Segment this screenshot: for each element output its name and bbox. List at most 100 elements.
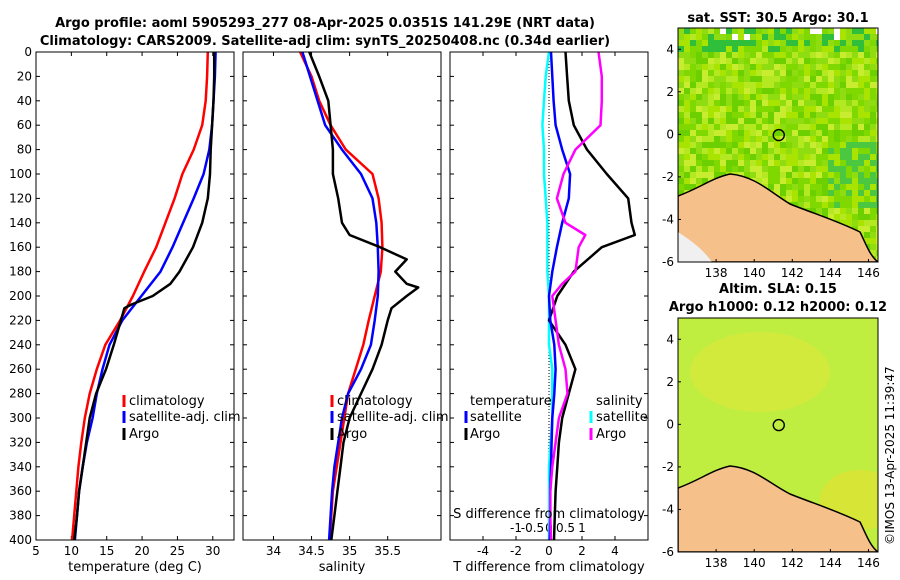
sst-cell <box>804 64 810 70</box>
sst-cell <box>876 112 878 118</box>
sst-cell <box>840 178 846 184</box>
sst-cell <box>774 190 780 196</box>
sst-cell <box>870 28 876 34</box>
sst-cell <box>810 202 816 208</box>
sst-map: sat. SST: 30.5 Argo: 30.1 138 140 142 144 14… <box>662 11 880 280</box>
sst-cell <box>852 82 858 88</box>
sst-cell <box>834 130 840 136</box>
sst-cell <box>798 34 804 40</box>
sst-cell <box>840 220 846 226</box>
sst-cell <box>726 70 732 76</box>
sst-cell <box>690 148 696 154</box>
sst-cell <box>858 202 864 208</box>
sst-cell <box>738 76 744 82</box>
sst-cell <box>810 106 816 112</box>
sst-cell <box>840 58 846 64</box>
sst-cell <box>732 118 738 124</box>
sst-cell <box>792 76 798 82</box>
top-x-tick-label: -1 <box>510 521 522 535</box>
sst-cell <box>846 52 852 58</box>
sst-cell <box>780 124 786 130</box>
sst-cell <box>756 160 762 166</box>
sst-cell <box>852 130 858 136</box>
sst-cell <box>828 130 834 136</box>
sst-cell <box>756 58 762 64</box>
sst-cell <box>804 40 810 46</box>
map-y-tick-label: 0 <box>666 417 674 431</box>
sst-cell <box>858 226 864 232</box>
sst-cell <box>876 52 878 58</box>
sst-cell <box>696 118 702 124</box>
sst-cell <box>816 208 822 214</box>
x-tick-label: 34.5 <box>298 544 325 558</box>
sst-cell <box>798 58 804 64</box>
sst-cell <box>708 100 714 106</box>
sst-cell <box>768 28 774 34</box>
sst-cell <box>678 172 684 178</box>
sst-cell <box>876 166 878 172</box>
sst-cell <box>714 52 720 58</box>
sst-cell <box>834 154 840 160</box>
series-line-salinity-argo <box>549 52 604 540</box>
sst-cell <box>678 82 684 88</box>
sst-cell <box>708 136 714 142</box>
sst-cell <box>834 88 840 94</box>
sst-cell <box>864 118 870 124</box>
sst-cell <box>684 136 690 142</box>
legend-label-argo: Argo <box>337 427 367 442</box>
sst-cell <box>852 58 858 64</box>
sst-cell <box>840 82 846 88</box>
sst-cell <box>708 130 714 136</box>
sst-cell <box>732 70 738 76</box>
top-x-tick-label: 0.5 <box>556 521 575 535</box>
sst-cell <box>762 100 768 106</box>
sst-cell <box>840 94 846 100</box>
sst-cell <box>828 142 834 148</box>
sst-cell <box>792 70 798 76</box>
sst-cell <box>756 28 762 34</box>
sst-cell <box>720 94 726 100</box>
map-y-tick-label: 4 <box>666 42 674 56</box>
sst-cell <box>762 124 768 130</box>
map-x-tick-label: 138 <box>705 556 728 570</box>
sst-cell <box>738 46 744 52</box>
sst-cell <box>714 136 720 142</box>
sst-cell <box>768 40 774 46</box>
series-line-climatology <box>298 52 384 540</box>
sst-cell <box>762 118 768 124</box>
sst-cell <box>810 82 816 88</box>
sst-cell <box>726 136 732 142</box>
sst-cell <box>768 178 774 184</box>
sst-cell <box>690 124 696 130</box>
sst-cell <box>870 232 876 238</box>
sst-cell <box>720 172 726 178</box>
sst-cell <box>876 196 878 202</box>
sst-cell <box>816 28 822 34</box>
y-tick-label: 300 <box>9 411 32 425</box>
sst-cell <box>858 154 864 160</box>
sst-cell <box>732 160 738 166</box>
sst-cell <box>798 202 804 208</box>
legend-label-climatology: climatology <box>337 394 413 409</box>
y-tick-label: 220 <box>9 313 32 327</box>
sst-cell <box>792 58 798 64</box>
sst-cell <box>762 34 768 40</box>
sst-cell <box>810 58 816 64</box>
sst-cell <box>834 142 840 148</box>
sst-cell <box>774 118 780 124</box>
sst-cell <box>876 220 878 226</box>
sst-cell <box>858 178 864 184</box>
sst-cell <box>780 76 786 82</box>
sst-cell <box>798 88 804 94</box>
sst-cell <box>786 166 792 172</box>
y-tick-label: 80 <box>17 143 32 157</box>
sst-cell <box>834 148 840 154</box>
sst-cell <box>732 52 738 58</box>
sst-cell <box>876 70 878 76</box>
sst-cell <box>864 208 870 214</box>
sst-cell <box>846 178 852 184</box>
sst-cell <box>786 196 792 202</box>
sst-cell <box>750 172 756 178</box>
sst-cell <box>876 202 878 208</box>
